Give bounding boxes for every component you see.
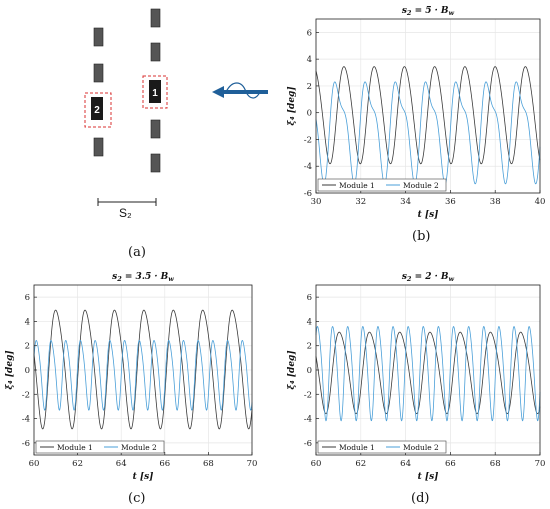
legend-entry-label: Module 1 xyxy=(339,181,375,190)
y-tick-label: -2 xyxy=(304,135,312,145)
spacing-label: S₂ xyxy=(119,206,132,220)
module-block xyxy=(150,153,161,173)
chart-d: 60 62 64 66 68 70 -6 -4 -2 0 2 4 6 s2 = 2 · Bw t [s] ξ₄… xyxy=(287,272,545,482)
y-tick-label: -6 xyxy=(304,439,312,449)
x-tick-label: 68 xyxy=(490,459,501,469)
panel-a-label: (a) xyxy=(128,245,146,260)
module-1-block xyxy=(149,80,161,103)
x-tick-label: 60 xyxy=(29,459,40,469)
panel-d-label: (d) xyxy=(411,491,430,506)
legend-entry-label: Module 2 xyxy=(403,443,439,452)
wave-icon xyxy=(225,82,247,93)
y-axis-label: ξ₄ [deg] xyxy=(5,350,15,389)
x-tick-label: 40 xyxy=(535,197,546,207)
y-axis-label: ξ₄ [deg] xyxy=(287,350,297,389)
x-tick-label: 38 xyxy=(490,197,501,207)
x-tick-label: 32 xyxy=(355,197,366,207)
y-tick-label: 2 xyxy=(25,342,30,352)
x-tick-label: 64 xyxy=(400,459,411,469)
y-tick-label: -2 xyxy=(22,390,30,400)
series-line-module-2 xyxy=(33,339,253,411)
module-2-label: 2 xyxy=(94,105,100,116)
x-tick-label: 64 xyxy=(116,459,127,469)
y-tick-label: 0 xyxy=(25,366,30,376)
y-tick-label: 2 xyxy=(307,342,312,352)
y-tick-label: 4 xyxy=(25,317,30,327)
y-tick-label: -4 xyxy=(304,415,312,425)
x-tick-label: 34 xyxy=(400,197,411,207)
x-axis-label: t [s] xyxy=(418,210,439,220)
module-2-block xyxy=(91,97,103,120)
y-tick-label: 6 xyxy=(25,293,30,303)
legend-entry-label: Module 1 xyxy=(57,443,93,452)
module-block xyxy=(150,42,161,62)
y-tick-label: 0 xyxy=(307,109,312,119)
y-tick-label: 4 xyxy=(307,317,312,327)
module-1-highlight-box xyxy=(142,75,168,109)
y-axis-label: ξ₄ [deg] xyxy=(287,86,297,125)
y-tick-label: 6 xyxy=(307,28,312,38)
x-tick-label: 36 xyxy=(445,197,456,207)
module-2-highlight-box xyxy=(84,92,112,128)
x-tick-label: 68 xyxy=(203,459,214,469)
x-tick-label: 30 xyxy=(311,197,322,207)
plot-frame xyxy=(315,18,541,194)
y-tick-label: -6 xyxy=(304,189,312,199)
panel-c-label: (c) xyxy=(128,491,146,506)
module-block xyxy=(93,137,104,157)
y-tick-label: -4 xyxy=(22,415,30,425)
x-axis-label: t [s] xyxy=(133,472,154,482)
module-block xyxy=(150,119,161,139)
series-line-module-1 xyxy=(315,66,541,165)
legend-entry-label: Module 2 xyxy=(403,181,439,190)
legend-box xyxy=(317,178,447,192)
module-1-label: 1 xyxy=(152,88,158,99)
chart-b: 30 32 34 36 38 40 -6 -4 -2 0 2 4 6 s2 = 5 · Bw t [s] ξ₄… xyxy=(287,6,545,220)
panel-a-schematic: 2 1 xyxy=(84,8,268,206)
arrow-head-icon xyxy=(212,86,224,98)
module-block xyxy=(93,27,104,47)
x-tick-label: 70 xyxy=(535,459,546,469)
y-tick-label: -2 xyxy=(304,390,312,400)
y-tick-label: -4 xyxy=(304,162,312,172)
chart-title: s2 = 3.5 · Bw xyxy=(112,272,174,283)
series-line-module-2 xyxy=(315,325,541,422)
x-tick-label: 62 xyxy=(355,459,366,469)
y-tick-label: 6 xyxy=(307,293,312,303)
legend-box xyxy=(35,440,165,454)
chart-title: s2 = 5 · Bw xyxy=(402,6,455,17)
series-line-module-1 xyxy=(315,331,541,415)
x-tick-label: 66 xyxy=(159,459,170,469)
x-tick-label: 62 xyxy=(72,459,83,469)
panel-b-label: (b) xyxy=(412,229,431,244)
chart-c: 60 62 64 66 68 70 -6 -4 -2 0 2 4 6 s2 = 3.5 · Bw t [s]… xyxy=(5,272,257,482)
y-tick-label: 0 xyxy=(307,366,312,376)
legend-entry-label: Module 2 xyxy=(121,443,157,452)
x-axis-label: t [s] xyxy=(418,472,439,482)
y-tick-label: -6 xyxy=(22,439,30,449)
module-block xyxy=(150,8,161,28)
y-tick-label: 4 xyxy=(307,55,312,65)
chart-title: s2 = 2 · Bw xyxy=(402,272,455,283)
legend-entry-label: Module 1 xyxy=(339,443,375,452)
legend-box xyxy=(317,440,447,454)
series-line-module-2 xyxy=(315,81,541,185)
module-block xyxy=(93,63,104,83)
series-line-module-1 xyxy=(33,309,253,430)
y-tick-label: 2 xyxy=(307,82,312,92)
x-tick-label: 66 xyxy=(445,459,456,469)
x-tick-label: 60 xyxy=(311,459,322,469)
x-tick-label: 70 xyxy=(247,459,258,469)
